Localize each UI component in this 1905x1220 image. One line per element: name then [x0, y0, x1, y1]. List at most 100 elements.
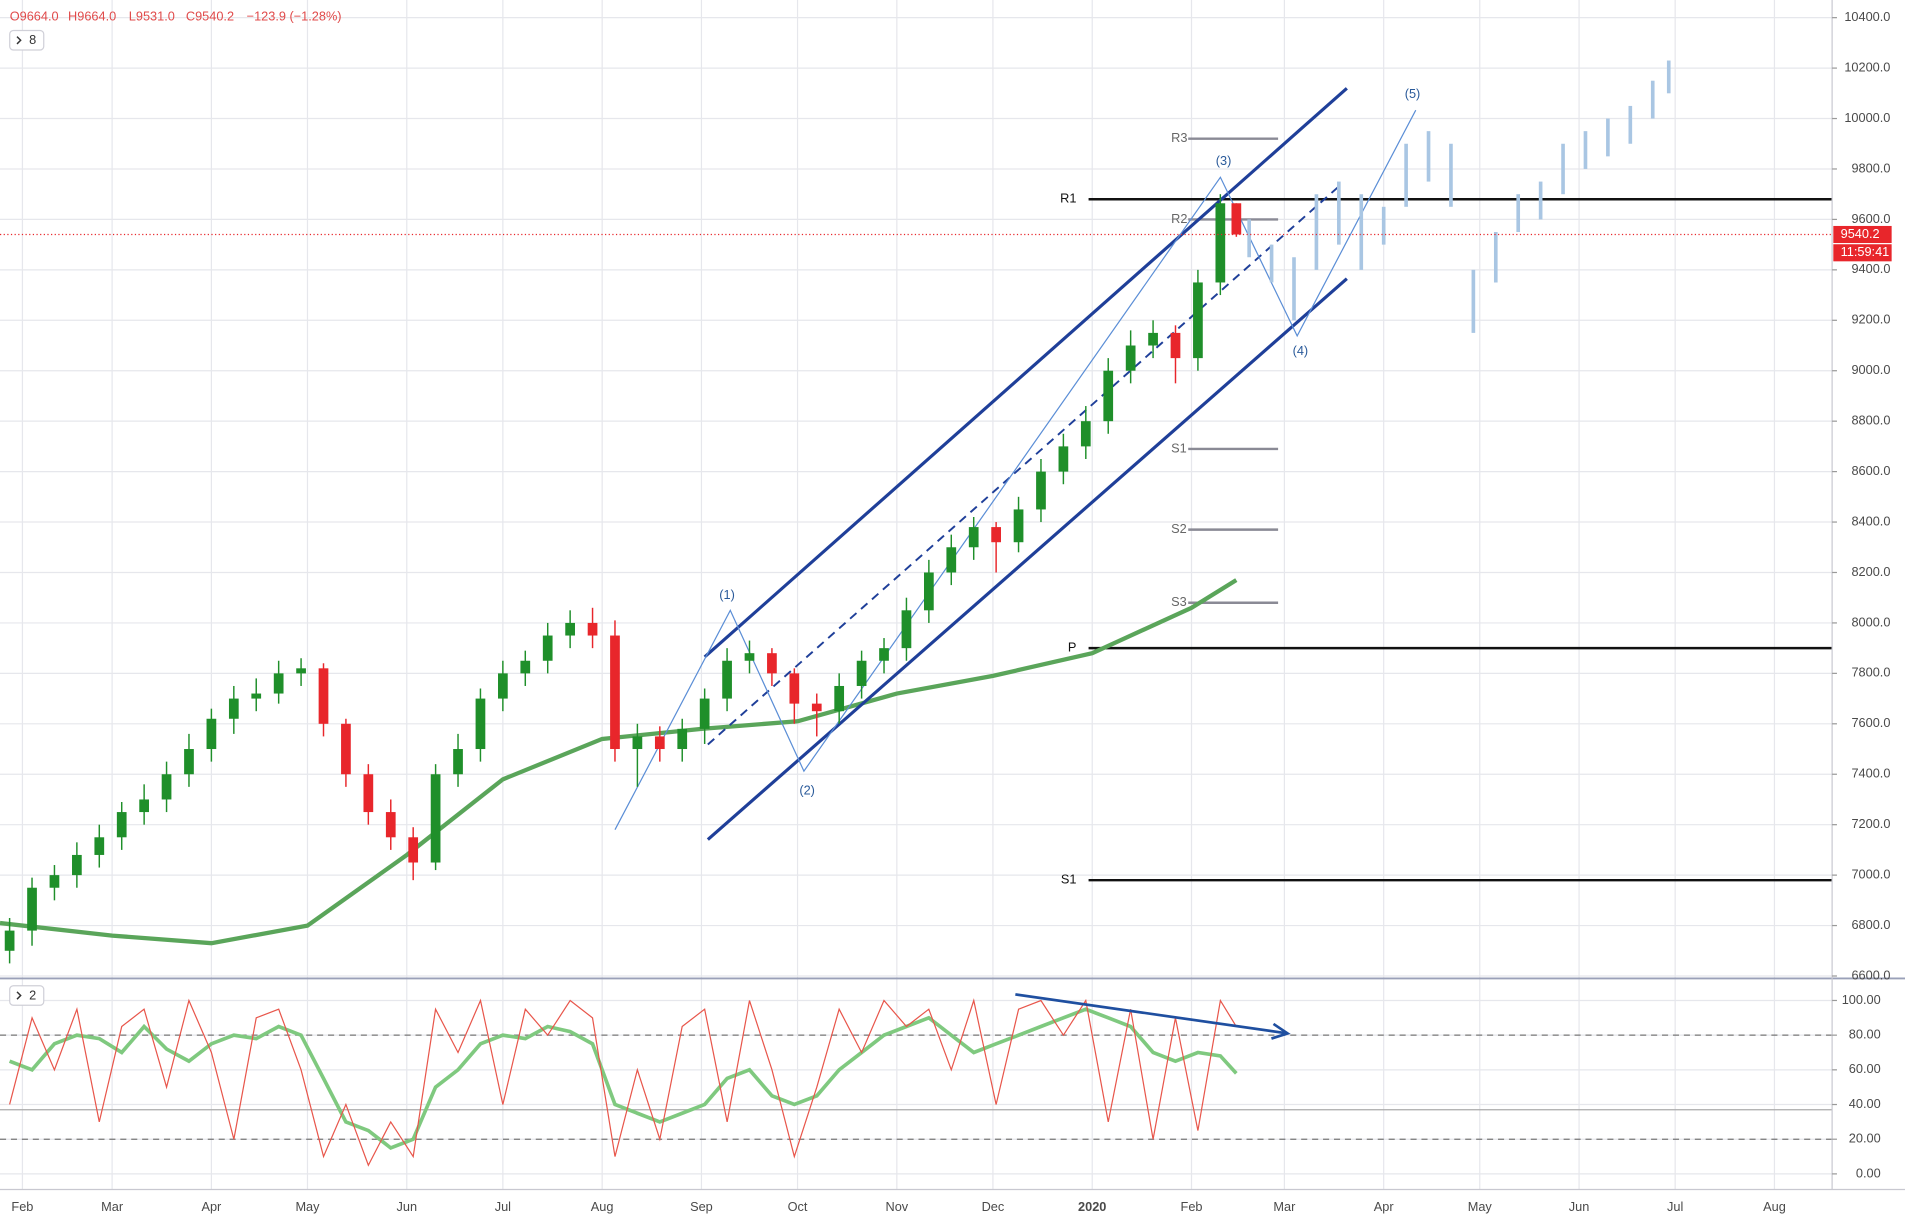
candle-body [430, 774, 441, 863]
candle-body [1036, 471, 1046, 510]
x-tick-label: Sep [690, 1199, 713, 1214]
grid [0, 0, 1833, 1190]
pivot-label: R1 [1060, 191, 1076, 206]
candle-body [251, 693, 262, 699]
oscillator-line [9, 998, 1237, 1167]
candle-body [318, 668, 329, 724]
x-tick-label: May [1468, 1199, 1493, 1214]
y-tick-label: 6600.0 [1851, 967, 1890, 982]
toggle-box[interactable] [9, 985, 45, 1006]
x-tick-label: Aug [1763, 1199, 1786, 1214]
header: O9664.0 H9664.0 L9531.0 C9540.2 −123.9 (… [9, 8, 342, 1006]
wave-label: (5) [1405, 86, 1421, 101]
x-tick-label: Mar [101, 1199, 124, 1214]
pivot-label: S2 [1171, 521, 1187, 536]
y-tick-label: 9200.0 [1851, 312, 1890, 327]
y-tick-label: 0.00 [1856, 1165, 1881, 1180]
candle-body [632, 736, 643, 750]
candle-body [4, 930, 15, 951]
y-tick-label: 8000.0 [1851, 614, 1890, 629]
candle-body [677, 728, 688, 750]
candle-body [1170, 332, 1181, 359]
y-tick-label: 40.00 [1849, 1096, 1881, 1111]
high-value: H9664.0 [68, 8, 116, 23]
candle-body [341, 723, 351, 775]
candle-body [453, 749, 463, 775]
plot-area: R1 P S1 R3 R2 S1 S2 S3 (1) (2) (3) (4) (5) [0, 60, 1833, 1167]
wave-path [614, 109, 1417, 831]
pivot-label: S1 [1061, 872, 1077, 887]
wave-label: (3) [1216, 153, 1232, 168]
indicator-count: 2 [29, 987, 36, 1002]
candle-body [408, 837, 419, 863]
pivot-label: R2 [1171, 211, 1187, 226]
y-tick-label: 7600.0 [1851, 715, 1890, 730]
x-tick-label: Jul [1667, 1199, 1683, 1214]
toggle-box[interactable] [9, 29, 45, 51]
candle-body [968, 527, 979, 548]
pivot-label: R3 [1171, 130, 1187, 145]
candle-body [206, 718, 217, 750]
channel-line [703, 87, 1348, 659]
candle-body [27, 887, 37, 931]
candle-body [363, 774, 374, 813]
oscillator-toggle[interactable]: 2 [9, 985, 45, 1006]
candle-body [654, 736, 665, 750]
candle-body [565, 622, 575, 636]
x-tick-label: 2020 [1078, 1199, 1106, 1214]
candle-body [1148, 332, 1158, 346]
low-value: L9531.0 [129, 8, 175, 23]
y-tick-label: 7000.0 [1851, 866, 1890, 881]
candle-body [856, 660, 867, 686]
candle-body [901, 610, 912, 649]
y-tick-label: 7200.0 [1851, 816, 1890, 831]
candle-body [1231, 203, 1242, 235]
candle-body [1193, 282, 1203, 359]
indicator-toggle[interactable]: 8 [9, 29, 45, 51]
open-value: O9664.0 [10, 8, 59, 23]
candle-body [991, 527, 1001, 543]
candle-body [94, 837, 105, 855]
pivot-label: P [1068, 640, 1076, 655]
candle-body [228, 698, 239, 719]
candle-body [139, 799, 149, 813]
candle-body [924, 572, 934, 611]
x-tick-label: Apr [1374, 1199, 1395, 1214]
candle-body [610, 635, 620, 750]
y-tick-label: 60.00 [1849, 1061, 1881, 1076]
x-tick-label: Mar [1273, 1199, 1296, 1214]
wave-label: (1) [719, 587, 735, 602]
y-tick-label: 10200.0 [1844, 59, 1890, 74]
y-tick-label: 7400.0 [1851, 766, 1890, 781]
candle-body [475, 698, 486, 750]
candle-body [161, 774, 172, 800]
candle-body [1103, 370, 1114, 422]
candle-body [116, 812, 127, 838]
y-tick-label: 10000.0 [1844, 110, 1890, 125]
candle-body [946, 547, 957, 573]
candle-body [296, 668, 306, 674]
x-tick-label: Feb [11, 1199, 33, 1214]
candle-body [1058, 446, 1069, 472]
x-tick-label: Jul [495, 1199, 511, 1214]
pivot-label: S1 [1171, 440, 1187, 455]
last-price-box [1833, 225, 1892, 244]
candle-body [1125, 345, 1136, 371]
candle-body [498, 673, 508, 699]
arrow-head [1271, 1022, 1291, 1040]
candle-body [879, 648, 889, 661]
oscillator-line [8, 1007, 1238, 1150]
candle-body [699, 698, 710, 729]
y-tick-label: 8800.0 [1851, 413, 1890, 428]
x-tick-label: Oct [788, 1199, 808, 1214]
y-tick-label: 8600.0 [1851, 463, 1890, 478]
y-tick-label: 10400.0 [1844, 9, 1890, 24]
change-value: −123.9 (−1.28%) [247, 8, 342, 23]
x-tick-label: Jun [397, 1199, 418, 1214]
channel-line [706, 277, 1348, 841]
axes: Feb Mar Apr May Jun Jul Aug Sep Oct Nov Dec 2020 Feb… [11, 9, 1892, 1214]
y-tick-label: 6800.0 [1851, 917, 1890, 932]
x-tick-label: Feb [1181, 1199, 1203, 1214]
